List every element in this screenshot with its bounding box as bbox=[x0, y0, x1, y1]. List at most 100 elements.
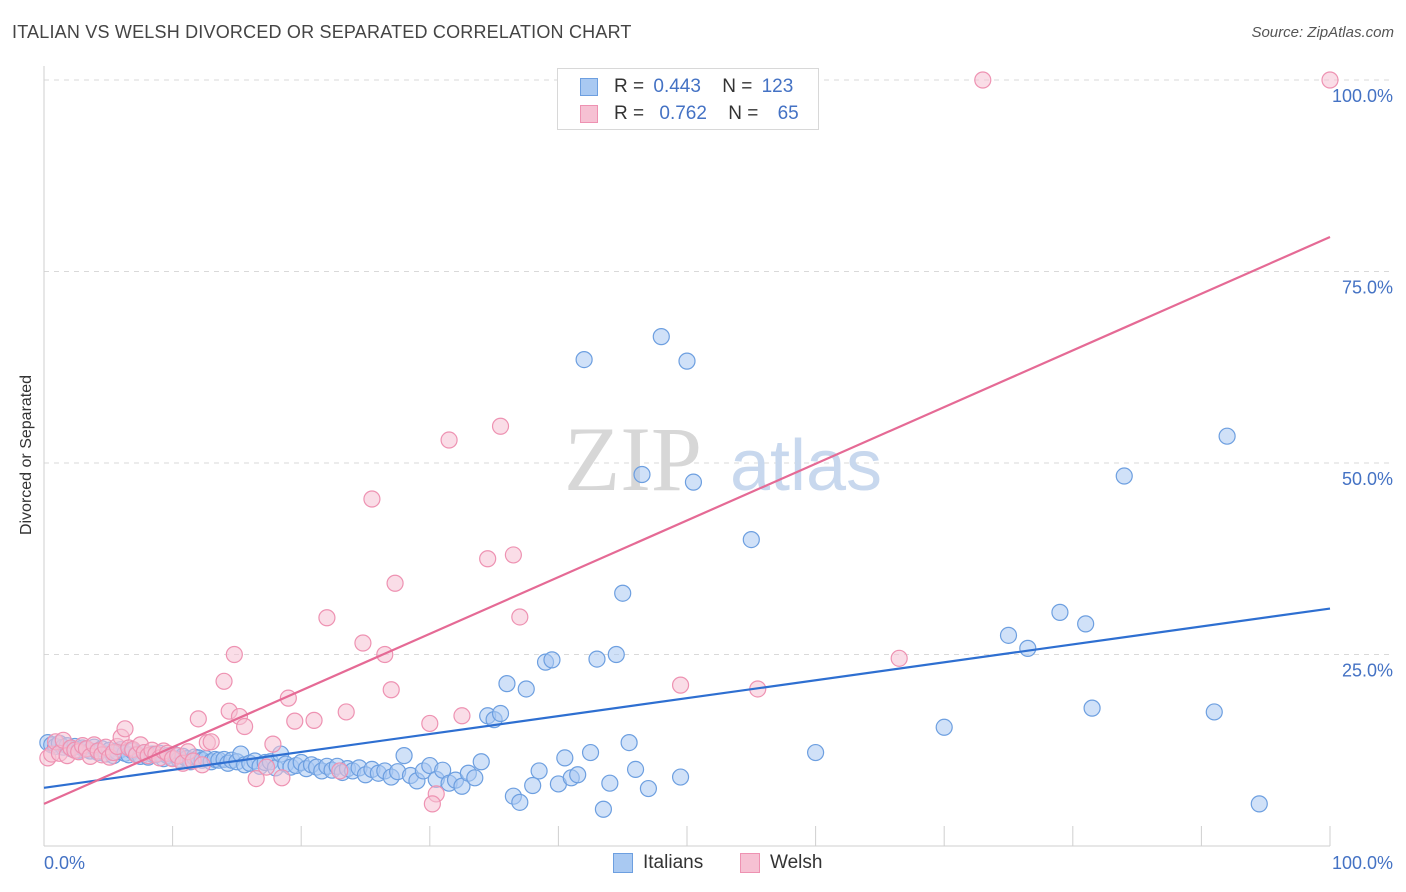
welsh-point bbox=[386, 574, 404, 592]
welsh-point bbox=[504, 546, 522, 564]
welsh-point bbox=[491, 417, 510, 435]
trend-lines bbox=[43, 236, 1331, 805]
italians-point bbox=[601, 774, 619, 792]
welsh-legend-label: Welsh bbox=[770, 852, 823, 873]
italians-point bbox=[569, 766, 587, 784]
italians-point bbox=[633, 465, 651, 484]
italians-point bbox=[1077, 615, 1095, 633]
axes bbox=[43, 66, 1331, 847]
italians-point bbox=[395, 747, 413, 765]
welsh-n-label: N = bbox=[728, 103, 759, 124]
italians-point bbox=[511, 793, 529, 811]
welsh-point bbox=[974, 71, 992, 89]
italians-point bbox=[652, 328, 670, 346]
italians-point bbox=[671, 768, 690, 786]
welsh-r-value: 0.762 bbox=[659, 103, 707, 124]
italians-point bbox=[806, 743, 825, 762]
welsh-n-value: 65 bbox=[777, 103, 799, 124]
y-tick-label: 50.0% bbox=[1342, 469, 1393, 489]
italians-point bbox=[530, 762, 548, 780]
welsh-swatch bbox=[580, 105, 598, 123]
welsh-point bbox=[337, 703, 355, 721]
welsh-legend-swatch bbox=[740, 853, 760, 873]
stats-legend: R = 0.443 N = 123 R = 0.762 N = 65 bbox=[557, 68, 819, 130]
welsh-point bbox=[382, 681, 400, 699]
italians-point bbox=[1250, 795, 1268, 813]
italians-legend-label: Italians bbox=[643, 852, 704, 873]
italians-n-label: N = bbox=[722, 76, 753, 97]
italians-point bbox=[684, 473, 703, 491]
italians-point bbox=[1115, 467, 1133, 485]
welsh-point bbox=[305, 711, 323, 729]
italians-point bbox=[472, 753, 490, 771]
italians-point bbox=[1083, 699, 1101, 717]
series-italians bbox=[39, 328, 1268, 818]
watermark-zip: ZIP bbox=[564, 408, 702, 510]
x-tick-label-min: 0.0% bbox=[44, 853, 85, 873]
welsh-point bbox=[331, 762, 349, 780]
italians-point bbox=[614, 584, 632, 602]
welsh-point bbox=[1321, 71, 1339, 89]
italians-point bbox=[999, 626, 1018, 644]
tick-labels: 100.0% 75.0% 50.0% 25.0% 0.0% 100.0% bbox=[44, 86, 1393, 873]
italians-point bbox=[620, 733, 638, 752]
italians-swatch bbox=[580, 78, 598, 96]
italians-n-value: 123 bbox=[761, 76, 794, 97]
series-welsh bbox=[39, 71, 1339, 813]
italians-point bbox=[742, 530, 760, 549]
italians-point bbox=[524, 776, 542, 795]
welsh-point bbox=[215, 672, 233, 690]
welsh-point bbox=[202, 733, 220, 751]
welsh-r-label: R = bbox=[614, 103, 645, 124]
italians-point bbox=[1051, 603, 1069, 621]
welsh-point bbox=[225, 645, 243, 664]
welsh-point bbox=[890, 649, 908, 667]
italians-r-value: 0.443 bbox=[653, 76, 701, 97]
welsh-point bbox=[264, 735, 282, 753]
welsh-point bbox=[421, 714, 439, 733]
italians-point bbox=[1205, 703, 1223, 721]
italians-point bbox=[594, 800, 613, 818]
welsh-point bbox=[671, 676, 690, 694]
italians-point bbox=[466, 769, 484, 787]
italians-point bbox=[935, 718, 953, 736]
welsh-point bbox=[189, 710, 207, 728]
italians-point bbox=[1218, 427, 1236, 445]
italians-point bbox=[517, 680, 535, 698]
legend-item-welsh[interactable]: Welsh bbox=[740, 852, 822, 874]
italians-point bbox=[607, 645, 625, 664]
welsh-point bbox=[236, 717, 254, 736]
welsh-point bbox=[511, 608, 529, 626]
welsh-point bbox=[286, 712, 304, 730]
x-tick-label-max: 100.0% bbox=[1332, 853, 1393, 873]
welsh-point bbox=[273, 769, 291, 787]
y-tick-label: 100.0% bbox=[1332, 86, 1393, 106]
welsh-point bbox=[116, 720, 134, 738]
legend-item-italians[interactable]: Italians bbox=[613, 852, 703, 874]
welsh-point bbox=[354, 634, 372, 652]
italians-point bbox=[491, 704, 510, 723]
italians-point bbox=[543, 651, 561, 669]
italians-point bbox=[588, 650, 606, 668]
italians-point bbox=[1019, 639, 1037, 657]
italians-trend-line bbox=[43, 607, 1331, 789]
italians-point bbox=[678, 352, 696, 370]
welsh-point bbox=[453, 707, 471, 725]
italians-legend-swatch bbox=[613, 853, 633, 873]
italians-point bbox=[575, 350, 593, 369]
watermark: ZIP atlas bbox=[564, 408, 882, 510]
welsh-point bbox=[363, 490, 381, 508]
welsh-point bbox=[440, 431, 458, 449]
italians-point bbox=[581, 743, 600, 762]
welsh-point bbox=[423, 795, 441, 813]
y-tick-label: 25.0% bbox=[1342, 661, 1393, 681]
data-points bbox=[39, 71, 1339, 818]
welsh-point bbox=[257, 758, 276, 776]
italians-r-label: R = bbox=[614, 76, 645, 97]
y-tick-label: 75.0% bbox=[1342, 278, 1393, 298]
watermark-atlas: atlas bbox=[730, 426, 882, 506]
italians-point bbox=[639, 779, 658, 798]
source-label: Source: ZipAtlas.com bbox=[1251, 24, 1394, 41]
welsh-point bbox=[318, 609, 336, 627]
